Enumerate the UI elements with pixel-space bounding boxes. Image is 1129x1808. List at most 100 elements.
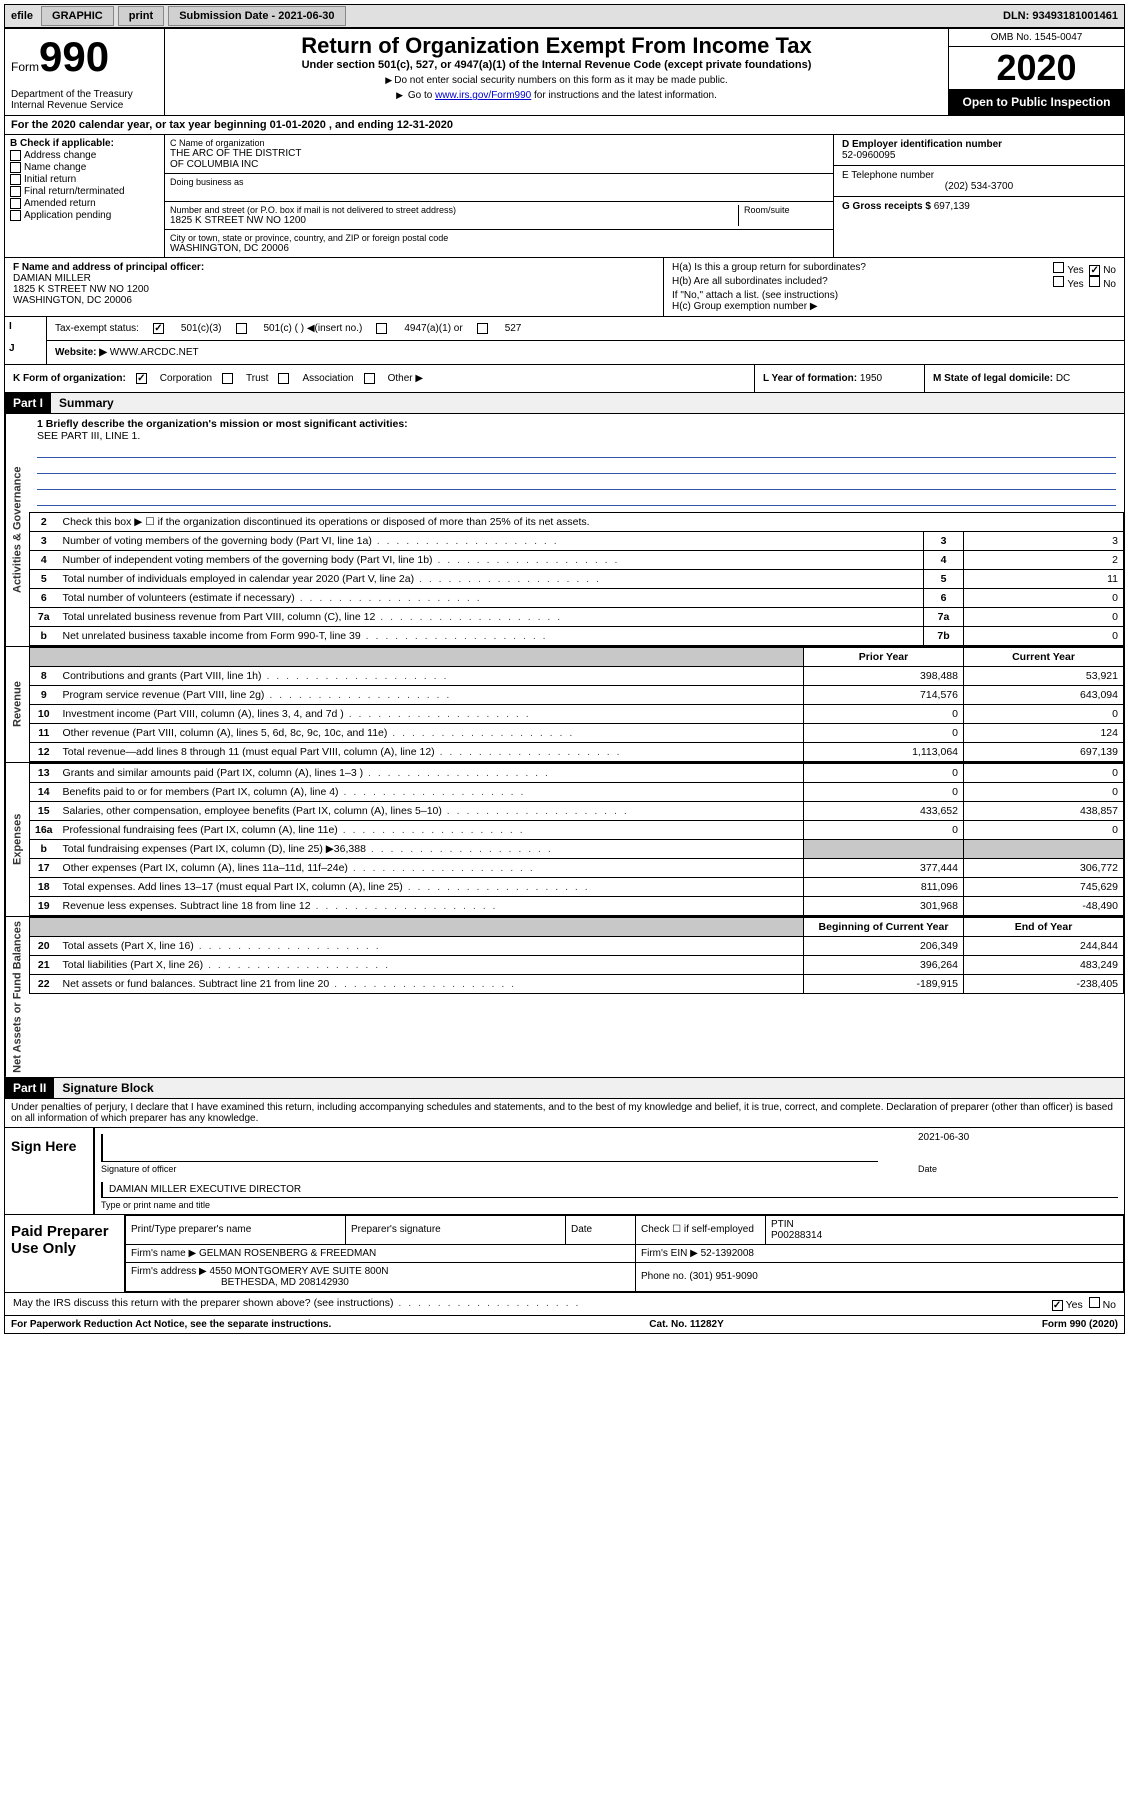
table-row: 13Grants and similar amounts paid (Part … [30,764,1124,783]
part-1-header: Part I Summary [4,393,1125,414]
firm-addr-label: Firm's address ▶ [131,1266,207,1277]
q1-text: 1 Briefly describe the organization's mi… [37,418,1116,430]
table-row: 21Total liabilities (Part X, line 26)396… [30,956,1124,975]
omb-number: OMB No. 1545-0047 [949,29,1124,47]
trust-checkbox[interactable] [222,373,233,384]
sign-block: Sign Here 2021-06-30 Signature of office… [4,1128,1125,1215]
form-title-block: Return of Organization Exempt From Incom… [165,29,949,115]
table-row: 12Total revenue—add lines 8 through 11 (… [30,743,1124,762]
net-assets-section: Net Assets or Fund Balances Beginning of… [4,917,1125,1078]
org-address: 1825 K STREET NW NO 1200 [170,215,738,226]
colb-checkbox[interactable] [10,186,21,197]
col-c: C Name of organization THE ARC OF THE DI… [165,135,834,257]
ha-no-checkbox[interactable] [1089,265,1100,276]
colb-item: Initial return [10,174,159,185]
year-formation-label: L Year of formation: [763,373,860,384]
part-2-title: Part II [5,1078,54,1098]
corp-checkbox[interactable] [136,373,147,384]
year-formation: 1950 [860,373,882,384]
table-row: 4Number of independent voting members of… [30,551,1124,570]
revenue-sidelabel: Revenue [5,647,29,762]
527-checkbox[interactable] [477,323,488,334]
hb-label: H(b) Are all subordinates included? [672,276,828,290]
row-ij: IJ Tax-exempt status: 501(c)(3) 501(c) (… [4,317,1125,365]
ha-yes-checkbox[interactable] [1053,262,1064,273]
self-employed-check[interactable]: Check ☐ if self-employed [641,1224,754,1235]
officer-addr2: WASHINGTON, DC 20006 [13,295,655,306]
firm-addr1: 4550 MONTGOMERY AVE SUITE 800N [210,1266,389,1277]
net-assets-table: Beginning of Current YearEnd of Year20To… [29,917,1124,994]
website-label: Website: ▶ [55,347,107,358]
revenue-section: Revenue Prior YearCurrent Year8Contribut… [4,647,1125,763]
table-row: 2Check this box ▶ ☐ if the organization … [30,513,1124,532]
dept-treasury: Department of the Treasury [11,89,158,100]
gross-receipts: 697,139 [934,201,970,212]
preparer-label: Paid Preparer Use Only [5,1215,125,1292]
discuss-no-checkbox[interactable] [1089,1297,1100,1308]
graphic-button[interactable]: GRAPHIC [41,6,114,26]
type-name-label: Type or print name and title [101,1200,1118,1210]
prep-date-label: Date [566,1215,636,1244]
colb-checkbox[interactable] [10,210,21,221]
form990-link[interactable]: www.irs.gov/Form990 [435,90,531,101]
telephone: (202) 534-3700 [842,181,1116,192]
part-2-header: Part II Signature Block [4,1078,1125,1099]
discuss-row: May the IRS discuss this return with the… [4,1293,1125,1316]
table-row: 17Other expenses (Part IX, column (A), l… [30,859,1124,878]
assoc-checkbox[interactable] [278,373,289,384]
preparer-block: Paid Preparer Use Only Print/Type prepar… [4,1215,1125,1293]
other-checkbox[interactable] [364,373,375,384]
efile-label: efile [5,10,39,22]
discuss-yes-checkbox[interactable] [1052,1300,1063,1311]
prep-sig-label: Preparer's signature [346,1215,566,1244]
row-fh: F Name and address of principal officer:… [4,258,1125,317]
table-row: 20Total assets (Part X, line 16)206,3492… [30,937,1124,956]
sign-date: 2021-06-30 [918,1132,1118,1143]
4947-checkbox[interactable] [376,323,387,334]
open-inspection: Open to Public Inspection [949,89,1124,115]
governance-table: 2Check this box ▶ ☐ if the organization … [29,512,1124,646]
city-label: City or town, state or province, country… [170,233,828,243]
hb-yes-checkbox[interactable] [1053,276,1064,287]
governance-sidelabel: Activities & Governance [5,414,29,646]
501c-checkbox[interactable] [236,323,247,334]
org-name-label: C Name of organization [170,138,828,148]
form-subtitle: Under section 501(c), 527, or 4947(a)(1)… [171,59,942,71]
hb-no-checkbox[interactable] [1089,276,1100,287]
part-1-title: Part I [5,393,51,413]
state-domicile: DC [1056,373,1070,384]
table-row: 3Number of voting members of the governi… [30,532,1124,551]
submission-date-button[interactable]: Submission Date - 2021-06-30 [168,6,345,26]
firm-ein-label: Firm's EIN ▶ [641,1248,698,1259]
form-org-label: K Form of organization: [13,373,126,384]
state-domicile-label: M State of legal domicile: [933,373,1056,384]
discuss-text: May the IRS discuss this return with the… [13,1297,580,1311]
table-row: 18Total expenses. Add lines 13–17 (must … [30,878,1124,897]
ptin: P00288314 [771,1230,1118,1241]
table-row: 15Salaries, other compensation, employee… [30,802,1124,821]
form-word: Form [11,60,39,74]
colb-checkbox[interactable] [10,174,21,185]
org-city: WASHINGTON, DC 20006 [170,243,828,254]
firm-ein: 52-1392008 [701,1248,754,1259]
date-label: Date [918,1164,1118,1174]
table-row: 8Contributions and grants (Part VIII, li… [30,667,1124,686]
colb-checkbox[interactable] [10,198,21,209]
print-name-label: Print/Type preparer's name [126,1215,346,1244]
part-1-name: Summary [51,393,1124,413]
mission-line [37,444,1116,458]
table-row: bTotal fundraising expenses (Part IX, co… [30,840,1124,859]
officer-name: DAMIAN MILLER [13,273,655,284]
colb-item: Amended return [10,198,159,209]
print-button[interactable]: print [118,6,164,26]
colb-item: Address change [10,150,159,161]
firm-name: GELMAN ROSENBERG & FREEDMAN [199,1248,376,1259]
row-klm: K Form of organization: Corporation Trus… [4,365,1125,393]
table-row: 10Investment income (Part VIII, column (… [30,705,1124,724]
table-row: bNet unrelated business taxable income f… [30,627,1124,646]
colb-checkbox[interactable] [10,162,21,173]
colb-checkbox[interactable] [10,150,21,161]
ein-label: D Employer identification number [842,139,1116,150]
501c3-checkbox[interactable] [153,323,164,334]
penalties-text: Under penalties of perjury, I declare th… [4,1099,1125,1128]
